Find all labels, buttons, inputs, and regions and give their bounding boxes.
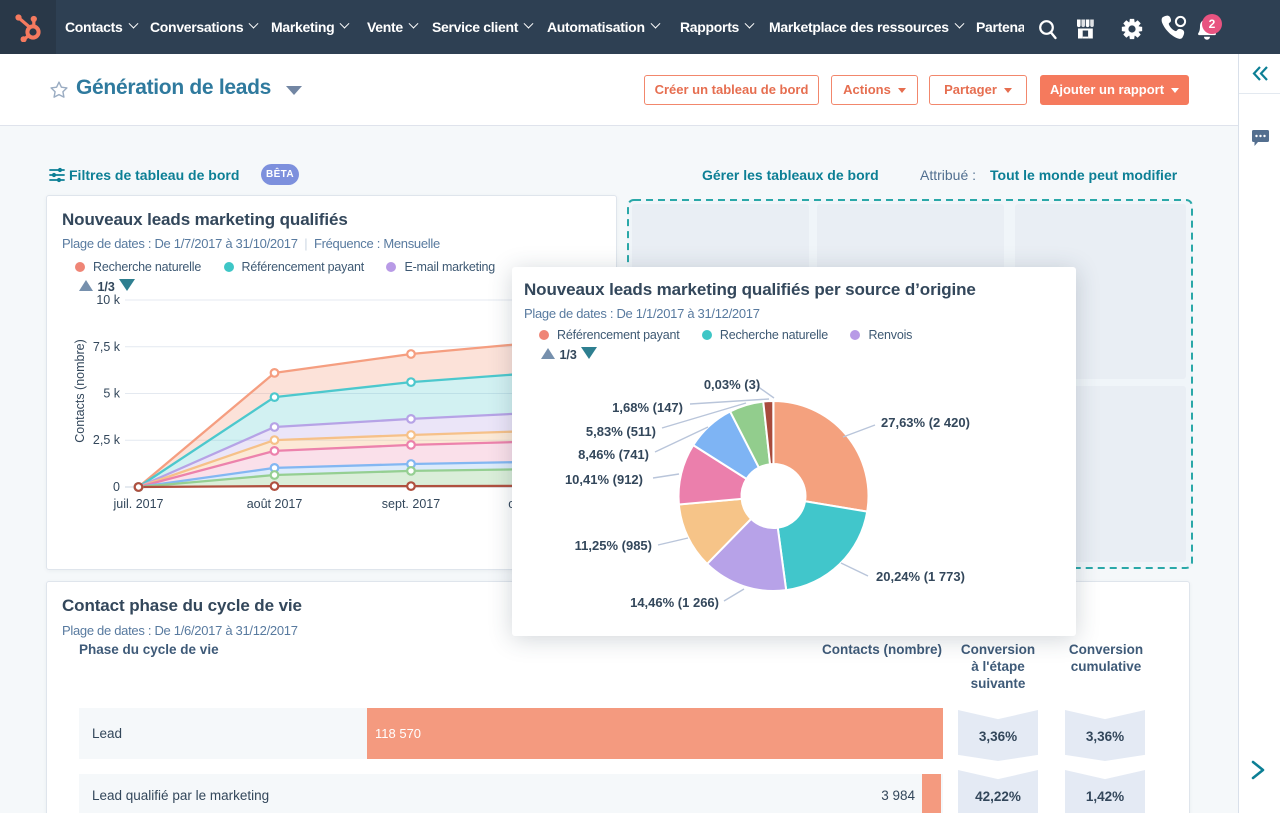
svg-text:20,24% (1 773): 20,24% (1 773) xyxy=(876,569,965,584)
svg-text:0,03% (3): 0,03% (3) xyxy=(704,377,760,392)
svg-text:10 k: 10 k xyxy=(96,293,120,307)
svg-text:14,46% (1 266): 14,46% (1 266) xyxy=(630,595,719,610)
svg-text:0: 0 xyxy=(113,480,120,494)
svg-text:7,5 k: 7,5 k xyxy=(93,340,121,354)
svg-text:27,63% (2 420): 27,63% (2 420) xyxy=(881,415,970,430)
svg-text:10,41% (912): 10,41% (912) xyxy=(565,472,643,487)
svg-text:sept. 2017: sept. 2017 xyxy=(382,497,440,511)
svg-text:5,83% (511): 5,83% (511) xyxy=(586,424,656,439)
svg-text:juil. 2017: juil. 2017 xyxy=(112,497,163,511)
svg-text:2,5 k: 2,5 k xyxy=(93,433,121,447)
svg-text:11,25% (985): 11,25% (985) xyxy=(575,538,652,553)
svg-text:août 2017: août 2017 xyxy=(247,497,303,511)
svg-text:8,46% (741): 8,46% (741) xyxy=(578,447,649,462)
svg-text:5 k: 5 k xyxy=(103,387,120,401)
svg-text:1,68% (147): 1,68% (147) xyxy=(612,400,683,415)
